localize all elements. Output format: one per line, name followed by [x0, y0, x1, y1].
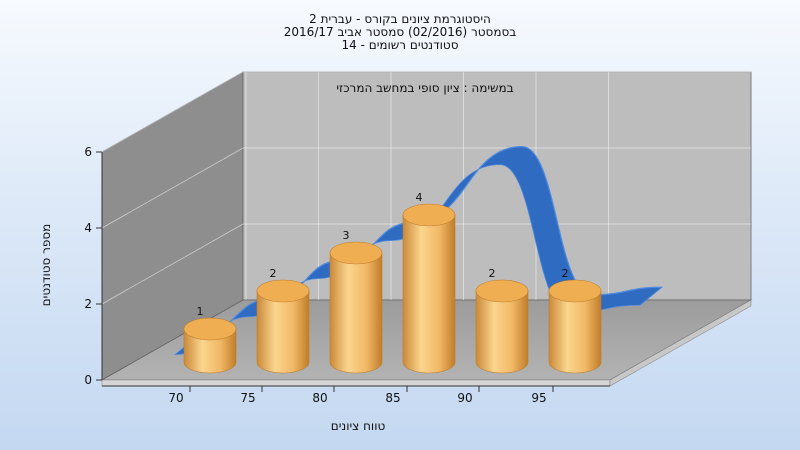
gridlines	[101, 71, 751, 305]
bar-95: 2	[548, 267, 602, 374]
chart-title-line-2: בסמסטר (02/2016) סמסטר אביב 2016/17	[284, 25, 516, 39]
bar-top-cap	[475, 279, 529, 303]
bar-top-cap	[402, 203, 456, 227]
bar-top-cap	[548, 279, 602, 303]
x-tick-label: 75	[240, 391, 255, 405]
bar-data-label: 1	[197, 305, 204, 318]
side-gridline	[101, 223, 244, 305]
x-axis-label: טווח ציונים	[331, 419, 386, 433]
bar-top-cap	[183, 317, 237, 341]
back-wall	[242, 71, 752, 301]
bar-data-label: 2	[489, 267, 496, 280]
bar-body	[329, 252, 383, 374]
y-axis-label: מספר סטודנטים	[39, 224, 53, 307]
bar-top-cap	[256, 279, 310, 303]
bar-body	[402, 214, 456, 374]
bars: 1 2 3 4 2 2	[183, 191, 602, 374]
y-tick-label: 6	[84, 145, 92, 159]
chart-subtitle: במשימה : ציון סופי במחשב המרכזי	[336, 81, 513, 95]
bar-data-label: 2	[270, 267, 277, 280]
x-tick-label: 70	[168, 391, 183, 405]
bar-body	[183, 328, 237, 374]
side-gridline	[101, 147, 244, 229]
bar-body	[475, 290, 529, 374]
bar-data-label: 4	[416, 191, 423, 204]
chart-title-line-1: היסטוגרמת ציונים בקורס - עברית 2	[309, 12, 491, 26]
side-gridline	[101, 71, 244, 153]
chart-title-line-3: סטודנטים רשומים - 14	[341, 38, 458, 52]
x-tick-label: 80	[312, 391, 327, 405]
bar-70: 1	[183, 305, 237, 374]
bar-75: 2	[256, 267, 310, 374]
bar-top-cap	[329, 241, 383, 265]
y-tick-label: 2	[84, 297, 92, 311]
bar-body	[256, 290, 310, 374]
x-ticks: 70 75 80 85 90 95	[168, 386, 554, 405]
x-tick-label: 85	[385, 391, 400, 405]
floor-right-edge	[609, 299, 752, 387]
y-ticks: 0 2 4 6	[84, 145, 102, 387]
bar-data-label: 3	[343, 229, 350, 242]
bar-80: 3	[329, 229, 383, 374]
y-tick-label: 0	[84, 373, 92, 387]
y-tick-label: 4	[84, 221, 92, 235]
x-tick-label: 95	[531, 391, 546, 405]
bar-body	[548, 290, 602, 374]
bar-data-label: 2	[562, 267, 569, 280]
x-tick-label: 90	[457, 391, 472, 405]
bar-90: 2	[475, 267, 529, 374]
floor-front-edge	[101, 379, 611, 387]
bar-85: 4	[402, 191, 456, 374]
